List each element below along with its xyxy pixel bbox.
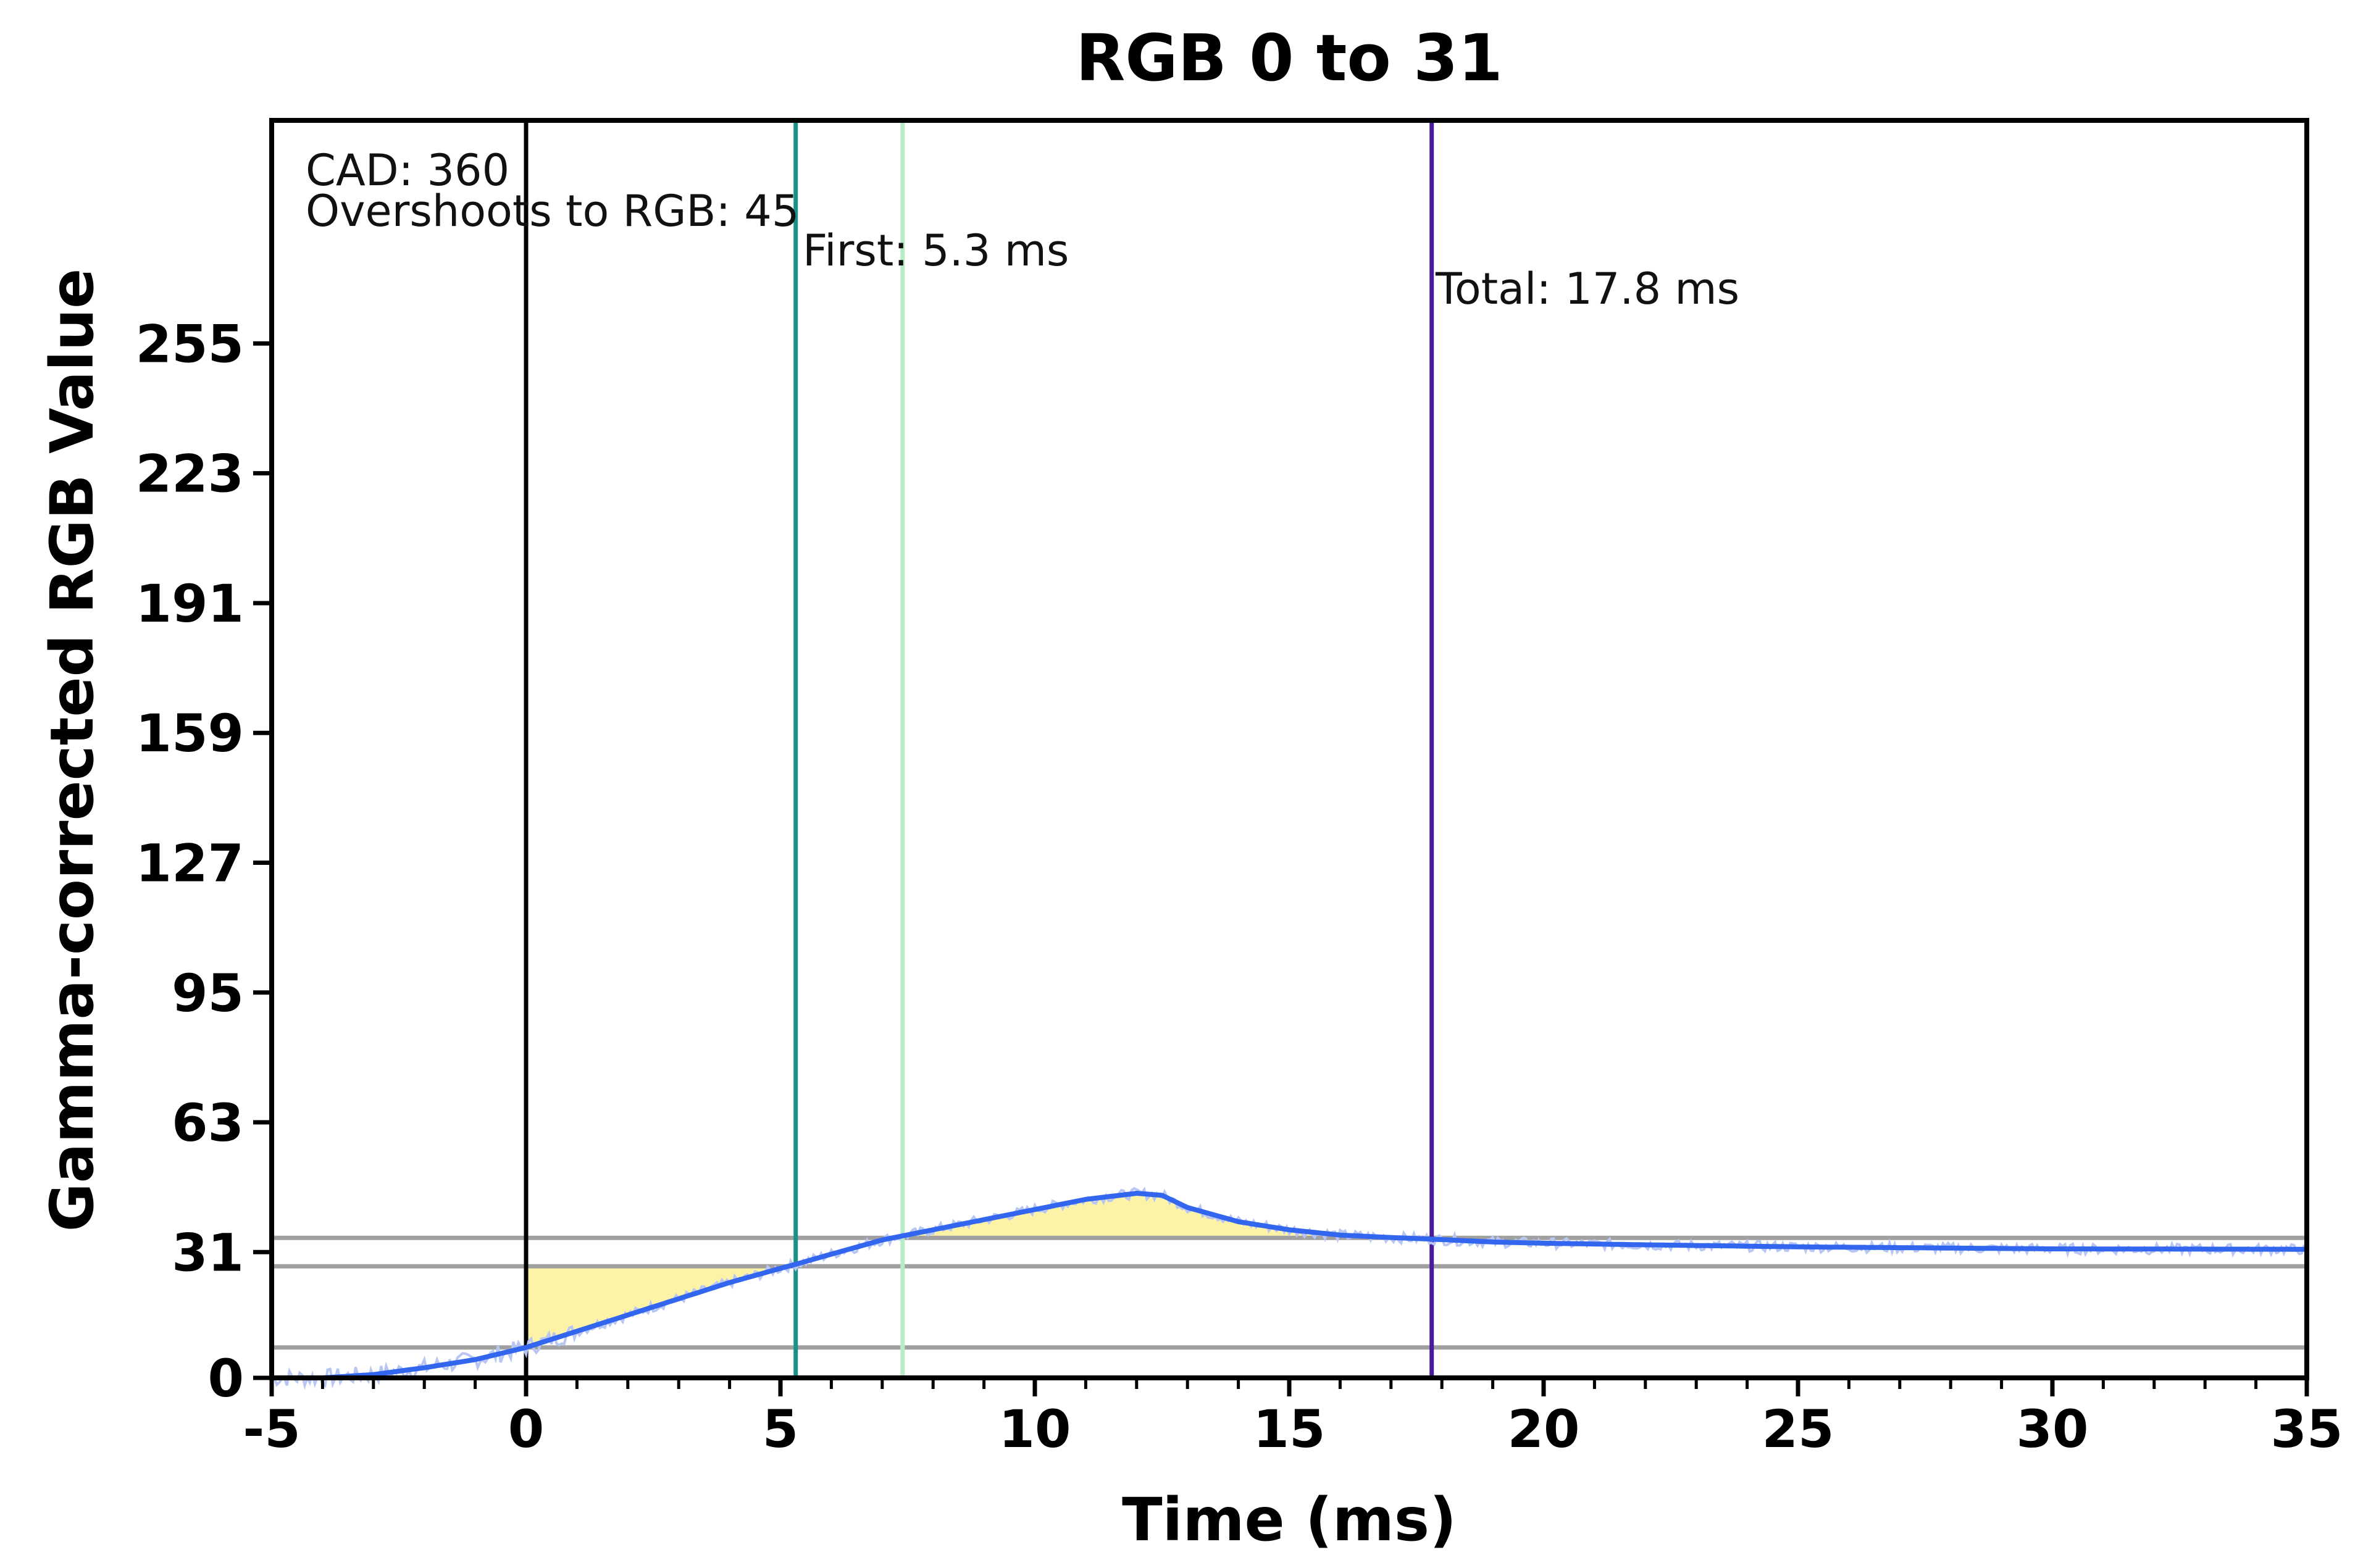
chart-title: RGB 0 to 31 — [1076, 20, 1503, 96]
x-axis-label: Time (ms) — [1122, 1485, 1457, 1554]
x-tick-label: 0 — [508, 1399, 544, 1459]
overshoot-fill-regions — [526, 1193, 1432, 1348]
x-tick-label: 10 — [999, 1399, 1071, 1459]
annotation-first: First: 5.3 ms — [803, 225, 1069, 276]
y-tick-label: 31 — [172, 1222, 244, 1283]
marker-lines — [524, 120, 1434, 1378]
x-tick-label: 35 — [2271, 1399, 2343, 1459]
fill-region-0 — [526, 1264, 796, 1348]
y-tick-label: 63 — [172, 1093, 244, 1153]
y-tick-label: 159 — [136, 703, 244, 764]
series-group — [271, 1186, 2307, 1390]
annotation-cad: CAD: 360 — [306, 145, 509, 196]
y-tick-label: 95 — [172, 963, 244, 1024]
y-tick-label: 127 — [136, 833, 244, 893]
plot-frame — [269, 118, 2309, 1380]
y-tick-label: 0 — [208, 1348, 244, 1409]
x-tick-label: 15 — [1253, 1399, 1326, 1459]
y-tick-label: 223 — [136, 444, 244, 504]
x-tick-label: 20 — [1508, 1399, 1580, 1459]
x-tick-label: 30 — [2017, 1399, 2089, 1459]
y-tick-label: 255 — [136, 314, 244, 374]
x-tick-label: 5 — [763, 1399, 798, 1459]
y-tick-label: 191 — [136, 573, 244, 634]
annotation-overshoot: Overshoots to RGB: 45 — [306, 186, 799, 236]
series-line — [272, 1191, 2307, 1380]
annotation-total: Total: 17.8 ms — [1435, 264, 1739, 314]
x-tick-label: 25 — [1762, 1399, 1834, 1459]
x-tick-label: -5 — [243, 1399, 300, 1459]
threshold-lines — [272, 1235, 2307, 1350]
fill-region-1 — [902, 1193, 1432, 1240]
y-axis-label: Gamma-corrected RGB Value — [38, 269, 107, 1232]
